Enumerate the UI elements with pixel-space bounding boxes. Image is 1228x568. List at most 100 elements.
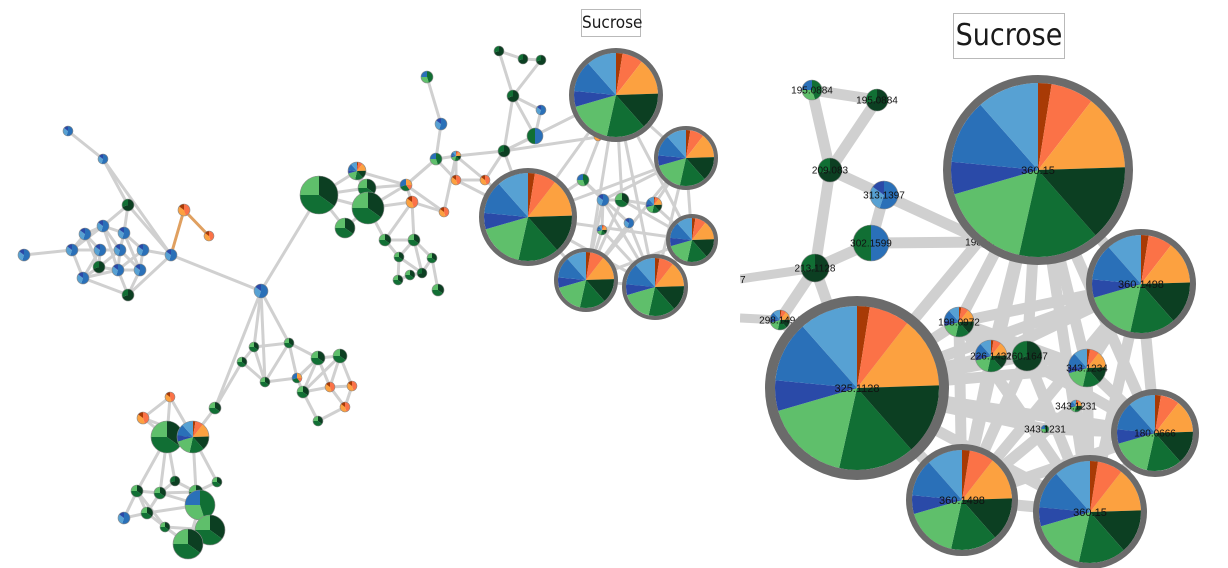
pie-slice (151, 421, 167, 437)
pie-slice (951, 500, 996, 551)
node-highlight-ring (765, 296, 949, 480)
pie-slice (137, 246, 143, 256)
overview-nodes (17, 45, 718, 560)
network-node: 302.1599 (850, 224, 892, 262)
pie-slice (654, 197, 659, 205)
node-label: 325.1128 (834, 383, 879, 395)
pie-slice (518, 217, 558, 261)
network-node: 260.1647 (1006, 340, 1048, 372)
pie-slice (1068, 368, 1087, 387)
network-node: 226.1431 (970, 339, 1012, 373)
node-outline (596, 193, 610, 207)
pie-slice (1092, 247, 1141, 284)
node-outline (535, 54, 547, 66)
pie-slice (866, 89, 877, 104)
network-node (117, 226, 131, 240)
network-edge (809, 164, 836, 274)
network-node (339, 401, 351, 413)
node-outline (852, 224, 890, 262)
network-node (236, 356, 248, 368)
network-node (172, 528, 204, 560)
pie-slice (959, 307, 969, 322)
pie-slice (951, 104, 1038, 170)
network-node (420, 70, 434, 84)
network-node (450, 150, 462, 162)
pie-slice (352, 380, 358, 391)
pie-slice (857, 323, 939, 388)
node-outline (177, 203, 191, 217)
pie-slice (454, 156, 460, 162)
pie-slice (780, 310, 787, 320)
pie-slice (1074, 406, 1080, 413)
pie-slice (1012, 341, 1042, 371)
pie-slice (615, 200, 628, 207)
node-outline (248, 341, 260, 353)
pie-slice (493, 45, 499, 53)
pie-slice (586, 251, 591, 280)
pie-slice (137, 414, 145, 425)
network-node (535, 104, 547, 116)
pie-slice (1117, 404, 1155, 433)
network-edge (22, 248, 74, 257)
pie-slice (692, 222, 714, 240)
node-outline (1011, 340, 1043, 372)
pie-slice (944, 322, 959, 337)
network-node (169, 475, 181, 487)
pie-slice (66, 126, 73, 136)
pie-slice (528, 173, 535, 217)
pie-slice (367, 179, 376, 194)
network-node: 209.083 (812, 157, 849, 183)
node-outline (943, 306, 975, 338)
pie-slice (173, 529, 188, 544)
pie-slice (1019, 170, 1096, 257)
pie-slice (18, 251, 24, 261)
network-node (404, 269, 416, 281)
pie-slice (527, 128, 535, 144)
pie-slice (1118, 433, 1155, 471)
node-label: 302.1599 (850, 239, 892, 250)
node-outline (429, 152, 443, 166)
network-node (324, 381, 336, 393)
pie-slice (122, 512, 130, 524)
pie-slice (802, 90, 816, 100)
network-node (17, 248, 31, 262)
pie-slice (677, 218, 692, 240)
pie-slice (122, 289, 134, 302)
node-outline (431, 283, 445, 297)
node-outline (596, 224, 608, 236)
network-node: 195.0884 (856, 88, 898, 112)
pie-slice (211, 482, 222, 488)
pie-slice (954, 170, 1038, 255)
node-highlight-ring (906, 444, 1018, 556)
network-edge (454, 154, 487, 182)
pie-slice (348, 171, 357, 180)
node-highlight-ring (654, 126, 718, 190)
network-edge (404, 183, 446, 214)
pie-slice (118, 244, 126, 256)
network-node (113, 243, 127, 257)
pie-slice (352, 192, 368, 208)
pie-slice (427, 71, 434, 83)
pie-slice (432, 290, 443, 296)
pie-slice (962, 450, 970, 500)
pie-slice (101, 220, 109, 232)
pie-slice (648, 197, 654, 205)
pie-slice (189, 437, 204, 453)
network-edge (383, 200, 414, 242)
node-outline (434, 117, 448, 131)
pie-slice (626, 265, 655, 287)
pie-slice (427, 258, 437, 264)
network-node: 360.15 (943, 75, 1133, 265)
node-outline (334, 217, 356, 239)
pie-slice (355, 171, 363, 180)
node-outline (164, 248, 178, 262)
pie-slice (1146, 433, 1181, 471)
pie-slice (177, 435, 193, 442)
node-outline (121, 198, 135, 212)
node-label: 298.1494 (759, 316, 801, 327)
network-edge (410, 200, 416, 242)
node-label: 195.0884 (791, 86, 833, 97)
node-outline (176, 420, 210, 454)
pie-slice (160, 527, 170, 533)
node-highlight-ring (666, 214, 718, 266)
